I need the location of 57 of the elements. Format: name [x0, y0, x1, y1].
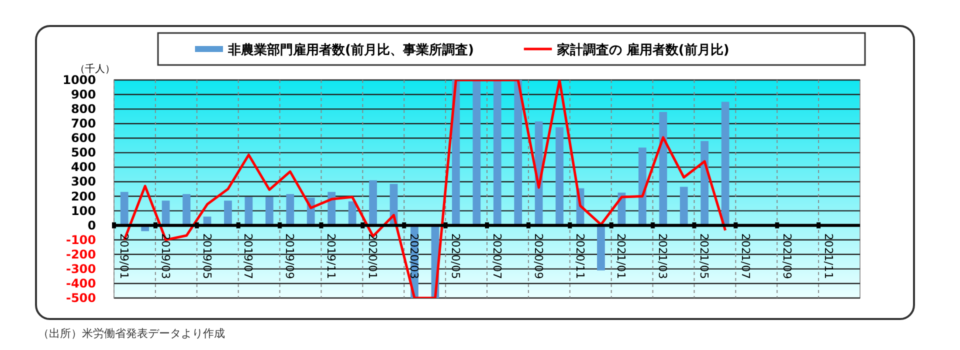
y-tick-label: 1000 [62, 73, 96, 87]
y-tick-label: 200 [70, 189, 96, 204]
y-tick-label: 700 [70, 116, 96, 131]
x-tick-label: 2021/03 [656, 233, 670, 280]
bar [638, 148, 646, 226]
y-tick-label: 0 [88, 218, 96, 232]
bar [120, 192, 128, 226]
text: （出所）米労働省発表データより作成 [38, 327, 225, 340]
y-tick-label: -300 [66, 262, 96, 276]
x-tick-label: 2020/03 [407, 233, 420, 280]
y-tick-label: -100 [66, 232, 96, 247]
legend-label: 家計調査の 雇用者数(前月比) [556, 42, 730, 58]
x-tick-label: 2021/09 [780, 233, 794, 280]
y-tick-label: 900 [70, 88, 96, 102]
x-tick-label: 2019/09 [283, 233, 296, 280]
x-tick-label: 2020/07 [490, 233, 504, 280]
bar [680, 186, 688, 226]
bar [556, 127, 564, 226]
x-tick-label: 2021/01 [614, 233, 628, 280]
y-tick-label: 300 [70, 174, 96, 189]
y-tick-label: -400 [66, 276, 96, 290]
bar [244, 196, 253, 226]
y-axis-title: （千人） [75, 63, 115, 75]
x-tick-label: 2019/01 [117, 233, 130, 280]
y-tick-label: 800 [70, 102, 96, 116]
bar [452, 80, 460, 226]
y-tick-label: 600 [70, 131, 96, 146]
bar [369, 180, 377, 226]
bar [700, 141, 709, 226]
bar [597, 225, 605, 270]
bar [721, 102, 730, 226]
bar [182, 194, 190, 226]
y-tick-label: -500 [66, 291, 96, 305]
x-tick-label: 2019/07 [242, 233, 255, 280]
x-tick-label: 2020/09 [532, 233, 545, 280]
x-tick-label: 2021/05 [698, 233, 711, 280]
y-tick-label: 500 [70, 146, 96, 160]
bar [224, 200, 232, 226]
x-tick-label: 2021/11 [822, 233, 835, 280]
x-tick-label: 2019/05 [200, 233, 214, 280]
legend-label: 非農業部門雇用者数(前月比、事業所調査) [227, 42, 474, 58]
y-tick-label: 400 [70, 160, 96, 174]
bar [493, 80, 502, 226]
bar [162, 200, 170, 226]
bar [514, 80, 522, 226]
x-tick-label: 2019/03 [158, 233, 172, 280]
x-tick-label: 2020/11 [573, 233, 586, 280]
y-tick-label: -200 [66, 247, 96, 262]
bar [472, 80, 481, 226]
y-tick-label: 100 [70, 204, 96, 218]
x-tick-label: 2019/11 [324, 233, 338, 280]
bar [286, 194, 294, 226]
bar [265, 196, 274, 226]
x-tick-label: 2020/05 [448, 233, 462, 280]
x-tick-label: 2020/01 [366, 233, 380, 280]
x-tick-label: 2021/07 [739, 233, 752, 280]
bar [659, 112, 668, 226]
